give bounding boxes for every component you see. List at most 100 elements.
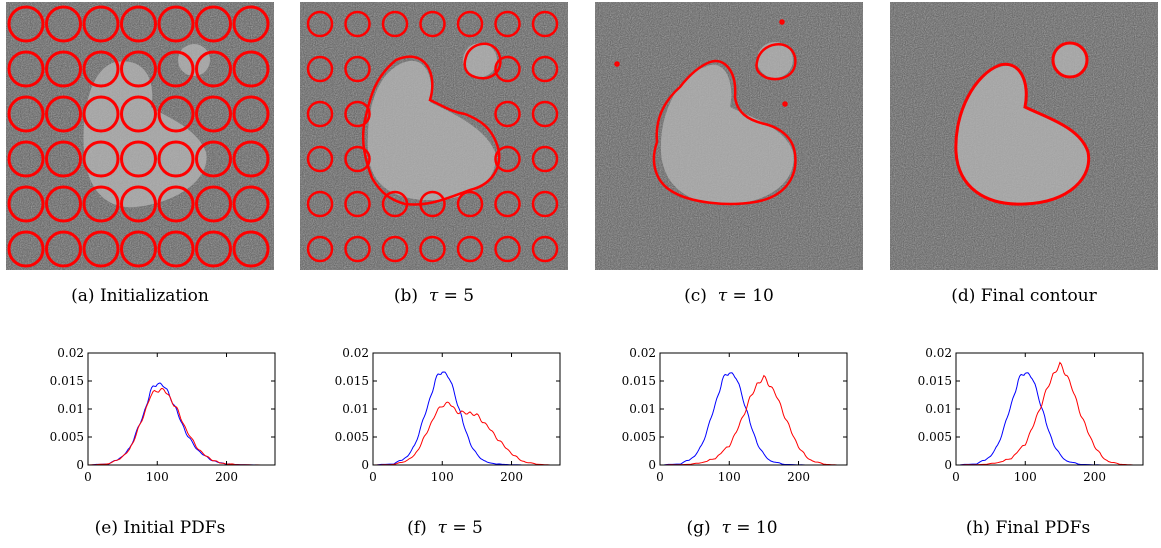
init-circle: [7, 5, 45, 43]
init-circle: [306, 190, 334, 218]
init-circle: [82, 185, 120, 223]
init-circle: [344, 235, 371, 263]
init-circle: [232, 230, 270, 268]
y-tick-label: 0.02: [57, 346, 84, 360]
init-circle: [344, 10, 371, 38]
x-tick-label: 200: [215, 470, 238, 484]
init-circle: [531, 190, 559, 218]
plot-frame: [659, 352, 848, 466]
init-circle: [157, 230, 195, 268]
plot-frame: [87, 352, 276, 466]
init-circle: [45, 140, 82, 178]
y-tick-label: 0.02: [342, 346, 369, 360]
image-tau-5: [300, 2, 568, 270]
init-circle: [157, 5, 195, 43]
pdf-series-line: [659, 374, 841, 466]
init-circle: [494, 145, 521, 173]
y-tick-label: 0: [76, 458, 84, 472]
plot-frame: [955, 352, 1144, 466]
init-circle: [120, 230, 157, 268]
x-tick-label: 200: [787, 470, 810, 484]
init-circle: [7, 95, 45, 133]
y-tick-label: 0.015: [918, 374, 952, 388]
x-tick-label: 0: [84, 470, 92, 484]
init-circle: [344, 100, 371, 128]
init-circle: [120, 50, 157, 88]
init-circle: [381, 10, 409, 38]
init-circle: [195, 230, 232, 268]
y-tick-label: 0: [648, 458, 656, 472]
y-tick-label: 0.005: [50, 430, 84, 444]
caption-f: (f) τ = 5: [407, 518, 483, 538]
init-circle: [494, 190, 521, 218]
init-circle: [82, 140, 120, 178]
init-circle: [456, 10, 484, 38]
init-circle: [531, 235, 559, 263]
chart-final-pdfs: 0 100 200 0 0.005 0.01 0.015 0.02: [918, 346, 1144, 484]
y-tick-label: 0.015: [622, 374, 656, 388]
init-circle: [7, 185, 45, 223]
init-circle: [306, 10, 334, 38]
x-tick-label: 0: [656, 470, 664, 484]
init-circle: [45, 95, 82, 133]
y-tick-label: 0.005: [918, 430, 952, 444]
init-circle: [195, 95, 232, 133]
x-tick-label: 100: [146, 470, 169, 484]
init-circle: [7, 50, 45, 88]
x-tick-label: 0: [952, 470, 960, 484]
init-circle: [45, 5, 82, 43]
init-circle: [494, 55, 521, 83]
init-circle: [232, 5, 270, 43]
pdf-series-line: [955, 361, 1137, 466]
chart-initial-pdfs: 0 100 200 0 0.005 0.01 0.015 0.02: [50, 346, 276, 484]
init-circle: [7, 230, 45, 268]
caption-a: (a) Initialization: [71, 286, 209, 306]
x-tick-label: 0: [369, 470, 377, 484]
init-circle: [195, 50, 232, 88]
caption-g: (g) τ = 10: [686, 518, 778, 538]
y-tick-label: 0.01: [342, 402, 369, 416]
init-circle: [306, 55, 334, 83]
pdf-series-line: [659, 372, 806, 466]
init-circle: [306, 100, 334, 128]
image-tau-10: [595, 2, 863, 270]
init-circle: [157, 95, 195, 133]
caption-c: (c) τ = 10: [684, 286, 774, 306]
init-circle: [82, 50, 120, 88]
image-initialization: [6, 2, 274, 270]
init-circle: [82, 95, 120, 133]
init-circle: [157, 185, 195, 223]
init-circle: [82, 5, 120, 43]
init-circle: [381, 190, 409, 218]
y-tick-label: 0.01: [57, 402, 84, 416]
x-tick-label: 200: [1083, 470, 1106, 484]
init-circle: [45, 230, 82, 268]
plot-frame: [372, 352, 561, 466]
pdf-series-line: [372, 371, 526, 466]
init-circle: [306, 145, 334, 173]
y-tick-label: 0.02: [629, 346, 656, 360]
init-circle: [232, 185, 270, 223]
init-circle: [195, 5, 232, 43]
y-tick-label: 0.005: [622, 430, 656, 444]
init-circle: [120, 5, 157, 43]
pdf-series-line: [87, 387, 262, 466]
init-circle: [419, 190, 446, 218]
x-tick-label: 100: [431, 470, 454, 484]
y-tick-label: 0: [361, 458, 369, 472]
init-circle: [494, 10, 521, 38]
init-circle: [120, 140, 157, 178]
init-circle: [344, 190, 371, 218]
init-circle: [456, 235, 484, 263]
chart-tau-10: 0 100 200 0 0.005 0.01 0.015 0.02: [622, 346, 848, 484]
init-circle: [7, 140, 45, 178]
x-tick-label: 100: [718, 470, 741, 484]
y-tick-label: 0.01: [629, 402, 656, 416]
init-circle: [195, 185, 232, 223]
image-final-contour: [890, 2, 1158, 270]
init-circle: [232, 50, 270, 88]
init-circle: [306, 235, 334, 263]
init-circle: [45, 50, 82, 88]
init-circle: [531, 100, 559, 128]
init-circle: [120, 185, 157, 223]
